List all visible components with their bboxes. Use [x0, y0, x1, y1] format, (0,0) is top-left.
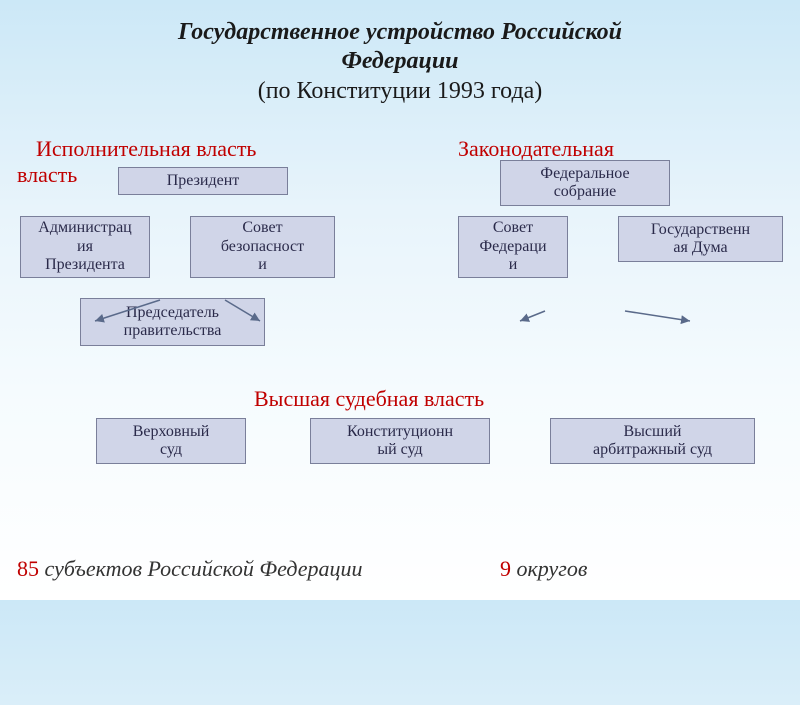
label-legislative: Законодательная: [458, 136, 614, 162]
label-executive-cont: власть: [17, 162, 77, 188]
bottom-okrugs: 9 округов: [500, 556, 587, 582]
okrug-text: округов: [511, 556, 587, 581]
title-line1: Государственное устройство Российской: [0, 18, 800, 47]
title-line2: Федерации: [0, 47, 800, 76]
node-supreme-court: Верховныйсуд: [96, 418, 246, 464]
node-federal-assembly: Федеральноесобрание: [500, 160, 670, 206]
node-arbitration-court: Высшийарбитражный суд: [550, 418, 755, 464]
node-prime-minister: Председательправительства: [80, 298, 265, 346]
title-sub: (по Конституции 1993 года): [0, 78, 800, 105]
okrug-number: 9: [500, 556, 511, 581]
node-admin-president: АдминистрацияПрезидента: [20, 216, 150, 278]
node-security-council: Советбезопасности: [190, 216, 335, 278]
node-constitutional-court: Конституционный суд: [310, 418, 490, 464]
subjects-number: 85: [17, 556, 39, 581]
node-president: Президент: [118, 167, 288, 195]
bottom-subjects: 85 субъектов Российской Федерации: [17, 556, 362, 582]
title-block: Государственное устройство Российской Фе…: [0, 0, 800, 105]
label-judicial: Высшая судебная власть: [254, 386, 484, 412]
node-state-duma: Государственная Дума: [618, 216, 783, 262]
subjects-text: субъектов Российской Федерации: [39, 556, 362, 581]
node-federation-council: СоветФедерации: [458, 216, 568, 278]
label-executive: Исполнительная власть: [36, 136, 256, 162]
